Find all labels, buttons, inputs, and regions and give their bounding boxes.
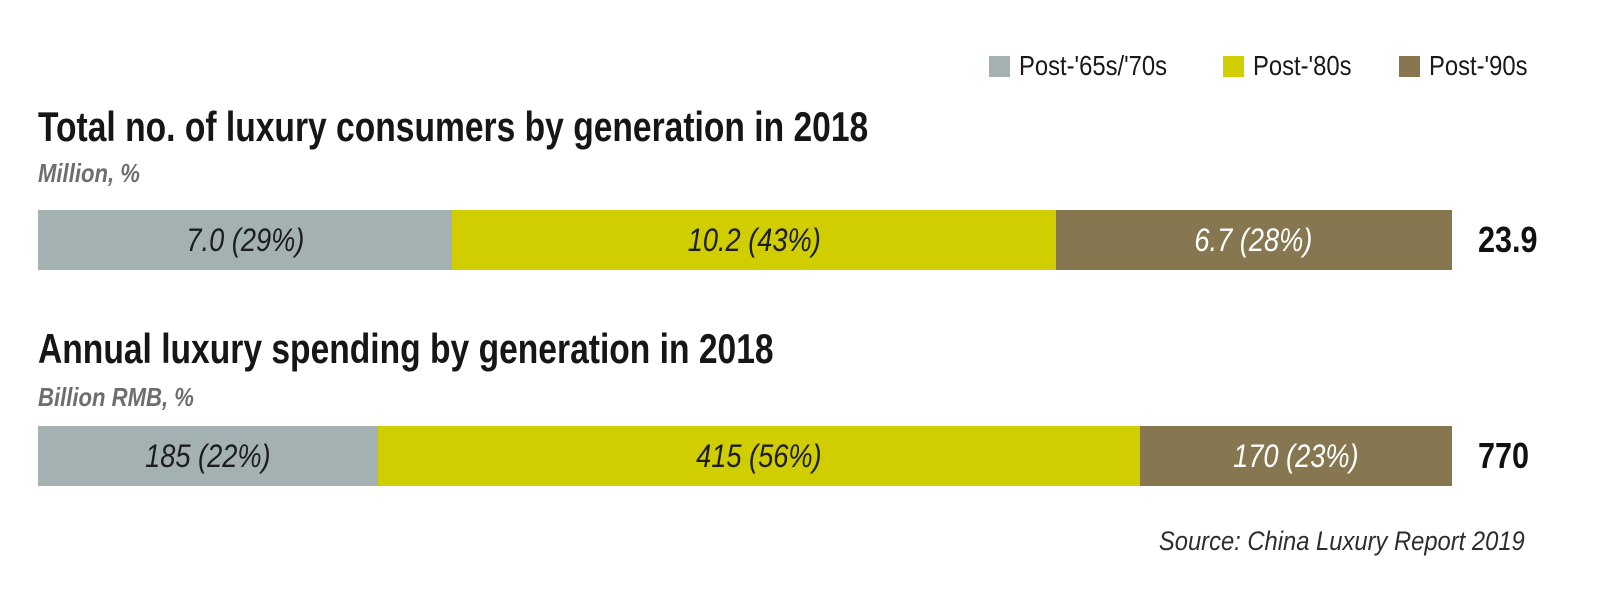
chart1-title: Total no. of luxury consumers by generat…	[38, 103, 869, 150]
legend-label-post-80s: Post-'80s	[1253, 50, 1352, 81]
chart1-segment-label-post-80s: 10.2 (43%)	[687, 221, 821, 258]
chart2-total-value: 770	[1478, 435, 1530, 476]
chart1-unit-label: Million, %	[38, 158, 140, 188]
chart2-stacked-bar: 185 (22%) 415 (56%) 170 (23%)	[38, 426, 1453, 486]
legend-swatch-post-90s-icon	[1399, 55, 1421, 77]
chart1-segment-label-post-65s-70s: 7.0 (29%)	[186, 221, 305, 258]
chart1-total-value: 23.9	[1478, 219, 1538, 260]
chart2-segment-post-65s-70s: 185 (22%)	[38, 426, 378, 486]
chart2-segment-label-post-80s: 415 (56%)	[696, 437, 822, 474]
legend-swatch-post-80s-icon	[1223, 55, 1245, 77]
chart1-bar-row: 7.0 (29%) 10.2 (43%) 6.7 (28%) 23.9	[38, 210, 1548, 270]
chart1-segment-label-post-90s: 6.7 (28%)	[1194, 221, 1313, 258]
legend-item-post-80s: Post-'80s	[1223, 50, 1369, 82]
legend-swatch-post-65s-70s-icon	[989, 55, 1011, 77]
chart1-segment-post-80s: 10.2 (43%)	[452, 210, 1056, 270]
chart2-unit-label: Billion RMB, %	[38, 382, 194, 412]
chart2-segment-label-post-65s-70s: 185 (22%)	[145, 437, 271, 474]
chart2-segment-post-90s: 170 (23%)	[1139, 426, 1453, 486]
legend: Post-'65s/'70s Post-'80s Post-'90s	[989, 50, 1545, 82]
chart2-title: Annual luxury spending by generation in …	[38, 325, 774, 372]
legend-item-post-65s-70s: Post-'65s/'70s	[989, 50, 1193, 82]
chart1-stacked-bar: 7.0 (29%) 10.2 (43%) 6.7 (28%)	[38, 210, 1452, 270]
legend-item-post-90s: Post-'90s	[1399, 50, 1545, 82]
chart1-segment-post-90s: 6.7 (28%)	[1055, 210, 1452, 270]
chart2-bar-row: 185 (22%) 415 (56%) 170 (23%) 770	[38, 426, 1538, 486]
chart2-segment-label-post-90s: 170 (23%)	[1233, 437, 1359, 474]
source-note: Source: China Luxury Report 2019	[1159, 526, 1525, 556]
chart1-segment-post-65s-70s: 7.0 (29%)	[38, 210, 453, 270]
chart2-segment-post-80s: 415 (56%)	[377, 426, 1140, 486]
legend-label-post-90s: Post-'90s	[1429, 50, 1528, 81]
legend-label-post-65s-70s: Post-'65s/'70s	[1019, 50, 1168, 81]
